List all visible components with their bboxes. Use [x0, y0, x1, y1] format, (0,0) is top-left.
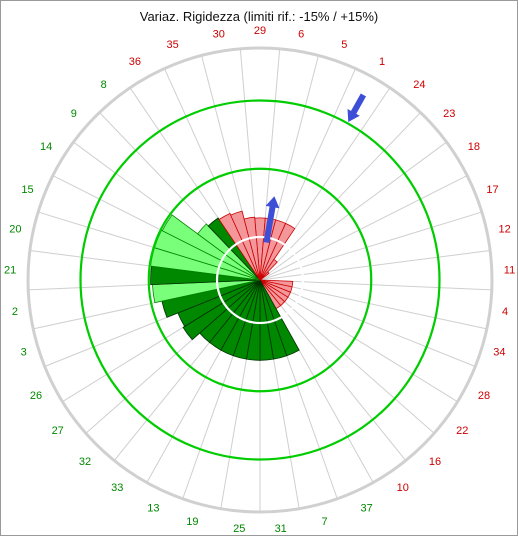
category-label-9: 9: [71, 108, 77, 120]
category-label-21: 21: [4, 265, 16, 277]
category-label-14: 14: [40, 141, 52, 153]
category-label-32: 32: [79, 456, 91, 468]
category-label-22: 22: [456, 425, 468, 437]
grid-spoke: [259, 279, 407, 461]
grid-spoke: [259, 141, 447, 281]
grid-spoke: [259, 112, 421, 281]
category-label-8: 8: [101, 79, 107, 91]
grid-spoke: [259, 250, 491, 281]
category-label-5: 5: [341, 39, 347, 51]
bar-23: [259, 271, 270, 281]
category-label-7: 7: [321, 516, 327, 528]
category-label-16: 16: [429, 456, 441, 468]
category-label-26: 26: [30, 390, 42, 402]
bar-14: [161, 214, 261, 281]
category-label-19: 19: [186, 516, 198, 528]
category-label-15: 15: [21, 184, 33, 196]
arrow-inward-0: [347, 93, 367, 122]
grid-spoke: [259, 211, 482, 281]
bar-35: [230, 210, 261, 281]
grid-spoke: [259, 279, 492, 291]
category-label-33: 33: [111, 482, 123, 494]
category-label-27: 27: [52, 425, 64, 437]
grid-spoke: [259, 279, 458, 403]
category-label-36: 36: [129, 56, 141, 68]
category-label-4: 4: [502, 306, 508, 318]
category-label-18: 18: [468, 141, 480, 153]
bar-36: [218, 212, 261, 281]
grid-spoke: [259, 175, 468, 281]
bar-27: [182, 279, 261, 341]
category-label-11: 11: [504, 265, 515, 277]
arrow-outward-1: [263, 196, 280, 244]
category-label-12: 12: [499, 224, 511, 236]
bar-24: [259, 258, 278, 281]
category-label-35: 35: [166, 39, 178, 51]
reference-circle-1: [147, 167, 373, 393]
category-label-28: 28: [478, 390, 490, 402]
category-label-10: 10: [397, 482, 409, 494]
grid-spoke: [259, 279, 487, 330]
reference-circle-0: [215, 235, 305, 325]
category-label-23: 23: [443, 108, 455, 120]
category-label-1: 1: [379, 56, 385, 68]
bar-30: [243, 216, 261, 281]
category-label-3: 3: [21, 346, 27, 358]
category-label-34: 34: [493, 346, 505, 358]
reference-circle-2: [79, 99, 441, 461]
bar-8: [207, 217, 261, 281]
category-label-30: 30: [213, 29, 225, 41]
grid-spoke: [259, 279, 435, 434]
category-label-37: 37: [361, 502, 373, 514]
category-label-31: 31: [275, 523, 287, 535]
grid-spoke: [259, 279, 476, 367]
category-label-25: 25: [233, 523, 245, 535]
chart-title: Variaz. Rigidezza (limiti rif.: -15% / +…: [139, 9, 379, 24]
category-label-6: 6: [298, 29, 304, 41]
category-label-13: 13: [147, 502, 159, 514]
category-label-17: 17: [486, 184, 498, 196]
category-label-20: 20: [9, 224, 21, 236]
bar-1: [259, 222, 296, 281]
category-label-29: 29: [254, 25, 266, 37]
category-label-24: 24: [413, 79, 425, 91]
category-label-2: 2: [12, 306, 18, 318]
